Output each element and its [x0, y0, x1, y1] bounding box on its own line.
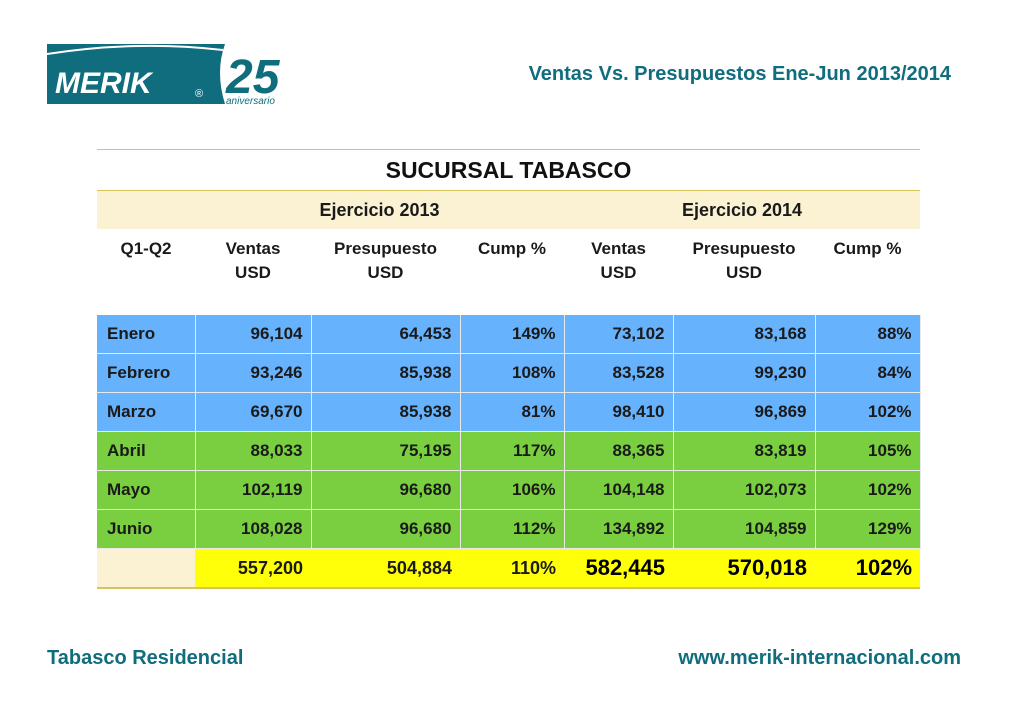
month-cell: Febrero: [97, 353, 196, 393]
total-pct-2013: 110%: [460, 548, 564, 589]
branch-title: SUCURSAL TABASCO: [97, 149, 921, 191]
value-cell: 83,819: [673, 431, 816, 471]
col-pct-2014: Cump %: [833, 239, 902, 258]
value-cell: 88,033: [195, 431, 312, 471]
year-2013-header: Ejercicio 2013: [195, 190, 564, 229]
page-title: Ventas Vs. Presupuestos Ene-Jun 2013/201…: [528, 63, 951, 85]
col-budget-2014: Presupuesto USD: [692, 239, 796, 282]
value-cell: 104,859: [673, 509, 816, 549]
value-cell: 104,148: [564, 470, 674, 510]
merik-25-aniversario-logo: MERIK ® 25 aniversario: [46, 44, 281, 107]
value-cell: 73,102: [564, 315, 674, 354]
value-cell: 106%: [460, 470, 565, 510]
year-2014-header: Ejercicio 2014: [564, 190, 921, 229]
value-cell: 112%: [460, 509, 565, 549]
month-cell: Enero: [97, 315, 196, 354]
value-cell: 105%: [815, 431, 921, 471]
footer-branch-label: Tabasco Residencial: [47, 647, 244, 669]
value-cell: 102,073: [673, 470, 816, 510]
value-cell: 99,230: [673, 353, 816, 393]
value-cell: 88%: [815, 315, 921, 354]
col-sales-2013: Ventas USD: [225, 239, 281, 282]
value-cell: 96,869: [673, 392, 816, 432]
value-cell: 69,670: [195, 392, 312, 432]
col-sales-2014: Ventas USD: [591, 239, 646, 282]
value-cell: 102%: [815, 392, 921, 432]
total-sales-2014: 582,445: [564, 548, 673, 589]
table-row: Enero 96,104 64,453 149% 73,102 83,168 88%: [97, 315, 921, 354]
value-cell: 134,892: [564, 509, 674, 549]
month-cell: Abril: [97, 431, 196, 471]
value-cell: 83,168: [673, 315, 816, 354]
value-cell: 96,104: [195, 315, 312, 354]
table-row: Abril 88,033 75,195 117% 88,365 83,819 105%: [97, 431, 921, 471]
value-cell: 102%: [815, 470, 921, 510]
value-cell: 117%: [460, 431, 565, 471]
value-cell: 75,195: [311, 431, 461, 471]
total-budget-2014: 570,018: [673, 548, 815, 589]
footer-website-link[interactable]: www.merik-internacional.com: [678, 647, 961, 669]
value-cell: 149%: [460, 315, 565, 354]
value-cell: 64,453: [311, 315, 461, 354]
month-cell: Mayo: [97, 470, 196, 510]
table-row: Mayo 102,119 96,680 106% 104,148 102,073 102…: [97, 470, 921, 510]
value-cell: 108%: [460, 353, 565, 393]
logo-text: MERIK: [55, 67, 154, 100]
value-cell: 98,410: [564, 392, 674, 432]
value-cell: 85,938: [311, 353, 461, 393]
value-cell: 96,680: [311, 509, 461, 549]
merik-logo: MERIK ® 25 aniversario: [46, 42, 292, 108]
anniversary-word: aniversario: [226, 96, 275, 107]
total-budget-2013: 504,884: [311, 548, 460, 589]
col-budget-2013: Presupuesto USD: [334, 239, 437, 282]
table-row: Junio 108,028 96,680 112% 134,892 104,859 12…: [97, 509, 921, 549]
value-cell: 93,246: [195, 353, 312, 393]
total-sales-2013: 557,200: [195, 548, 311, 589]
value-cell: 96,680: [311, 470, 461, 510]
month-cell: Junio: [97, 509, 196, 549]
table-row: Febrero 93,246 85,938 108% 83,528 99,230 84%: [97, 353, 921, 393]
value-cell: 81%: [460, 392, 565, 432]
value-cell: 129%: [815, 509, 921, 549]
value-cell: 84%: [815, 353, 921, 393]
value-cell: 85,938: [311, 392, 461, 432]
value-cell: 83,528: [564, 353, 674, 393]
value-cell: 102,119: [195, 470, 312, 510]
registered-mark: ®: [195, 88, 203, 100]
sales-budget-table: SUCURSAL TABASCO Ejercicio 2013 Ejercici…: [97, 149, 921, 589]
totals-row: 557,200 504,884 110% 582,445 570,018 102…: [97, 548, 921, 589]
table-row: Marzo 69,670 85,938 81% 98,410 96,869 102%: [97, 392, 921, 432]
period-label: Q1-Q2: [120, 239, 172, 258]
total-pct-2014: 102%: [815, 548, 921, 589]
value-cell: 108,028: [195, 509, 312, 549]
anniversary-number: 25: [225, 51, 281, 104]
value-cell: 88,365: [564, 431, 674, 471]
col-pct-2013: Cump %: [478, 239, 546, 258]
month-cell: Marzo: [97, 392, 196, 432]
